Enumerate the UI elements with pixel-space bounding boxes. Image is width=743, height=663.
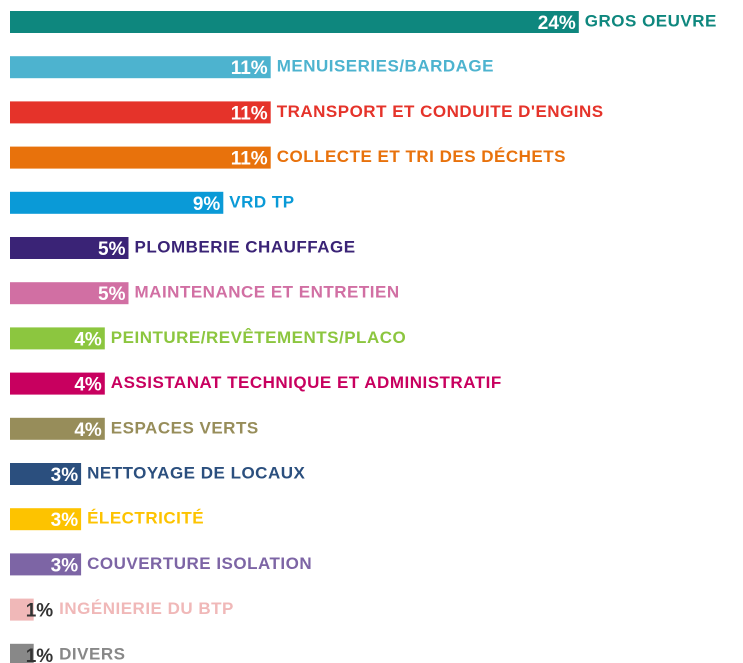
category-label: VRD TP — [229, 192, 294, 211]
value-label: 11% — [231, 58, 268, 79]
category-label: DIVERS — [59, 644, 125, 663]
bar — [10, 643, 34, 663]
value-label: 9% — [193, 194, 221, 215]
bar — [10, 553, 82, 576]
category-label: COUVERTURE ISOLATION — [87, 554, 312, 573]
value-label: 1% — [26, 601, 54, 622]
value-label: 24% — [538, 13, 576, 34]
category-label: NETTOYAGE DE LOCAUX — [87, 463, 305, 482]
category-label: MAINTENANCE ET ENTRETIEN — [135, 283, 400, 302]
value-label: 4% — [74, 375, 102, 396]
value-label: 3% — [51, 555, 79, 576]
bar — [10, 508, 82, 531]
bar — [10, 463, 82, 485]
bar — [10, 598, 34, 621]
category-label: PLOMBERIE CHAUFFAGE — [135, 237, 356, 256]
value-label: 4% — [74, 420, 102, 441]
value-label: 4% — [74, 329, 102, 350]
bar — [10, 56, 271, 79]
bar — [10, 11, 579, 33]
bar — [10, 191, 224, 214]
value-label: 11% — [231, 149, 268, 170]
category-label: GROS OEUVRE — [585, 11, 717, 30]
category-label: ASSISTANAT TECHNIQUE ET ADMINISTRATIF — [111, 373, 502, 392]
category-label: COLLECTE ET TRI DES DÉCHETS — [277, 147, 566, 166]
bar — [10, 237, 129, 259]
category-label: ESPACES VERTS — [111, 418, 259, 437]
value-label: 3% — [51, 510, 79, 531]
bar — [10, 327, 105, 350]
bar — [10, 146, 271, 169]
bar — [10, 417, 105, 440]
value-label: 5% — [98, 239, 126, 260]
category-label: ÉLECTRICITÉ — [87, 509, 204, 528]
value-label: 3% — [51, 465, 79, 486]
value-label: 11% — [231, 103, 268, 124]
category-label: PEINTURE/REVÊTEMENTS/PLACO — [111, 328, 406, 347]
category-label: TRANSPORT ET CONDUITE D'ENGINS — [277, 102, 604, 121]
value-label: 5% — [98, 284, 126, 305]
category-label: INGÉNIERIE DU BTP — [59, 599, 234, 618]
bar — [10, 282, 129, 305]
bar — [10, 372, 105, 395]
category-label: MENUISERIES/BARDAGE — [277, 57, 494, 76]
value-label: 1% — [26, 646, 54, 663]
bar — [10, 101, 271, 124]
